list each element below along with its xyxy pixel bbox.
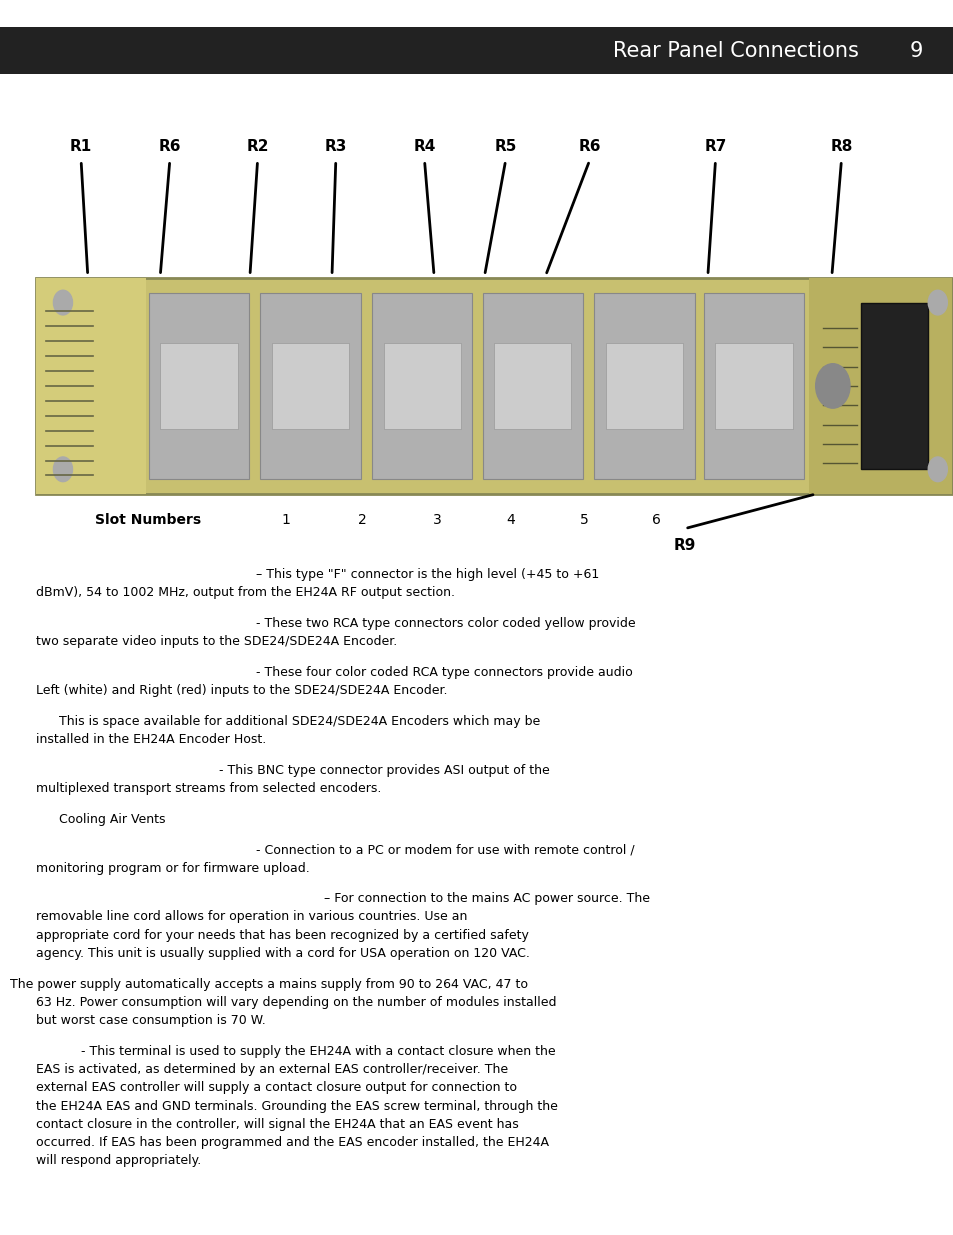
Bar xyxy=(149,293,249,479)
Text: will respond appropriately.: will respond appropriately. xyxy=(36,1155,201,1167)
Text: EAS is activated, as determined by an external EAS controller/receiver. The: EAS is activated, as determined by an ex… xyxy=(36,1063,508,1076)
Text: 5: 5 xyxy=(578,513,588,526)
Bar xyxy=(260,293,360,479)
Text: the EH24A EAS and GND terminals. Grounding the EAS screw terminal, through the: the EH24A EAS and GND terminals. Groundi… xyxy=(36,1099,558,1113)
Text: Left (white) and Right (red) inputs to the SDE24/SDE24A Encoder.: Left (white) and Right (red) inputs to t… xyxy=(36,684,447,698)
Bar xyxy=(36,278,146,494)
Text: - These four color coded RCA type connectors provide audio: - These four color coded RCA type connec… xyxy=(255,666,632,679)
Bar xyxy=(808,278,951,494)
Text: but worst case consumption is 70 W.: but worst case consumption is 70 W. xyxy=(36,1014,266,1028)
Text: 1: 1 xyxy=(281,513,291,526)
Bar xyxy=(703,293,803,479)
Text: - This terminal is used to supply the EH24A with a contact closure when the: - This terminal is used to supply the EH… xyxy=(81,1045,556,1058)
Text: R1: R1 xyxy=(70,140,92,154)
Bar xyxy=(383,343,460,430)
Text: Slot Numbers: Slot Numbers xyxy=(94,513,201,526)
Text: appropriate cord for your needs that has been recognized by a certified safety: appropriate cord for your needs that has… xyxy=(36,929,529,942)
Circle shape xyxy=(53,290,72,315)
Text: Cooling Air Vents: Cooling Air Vents xyxy=(59,813,166,826)
Text: R8: R8 xyxy=(829,140,852,154)
Circle shape xyxy=(927,290,946,315)
Text: 2: 2 xyxy=(357,513,367,526)
Text: R6: R6 xyxy=(578,140,600,154)
Bar xyxy=(861,303,927,469)
Bar xyxy=(482,293,582,479)
Bar xyxy=(594,293,694,479)
Bar xyxy=(160,343,237,430)
Text: 4: 4 xyxy=(505,513,515,526)
Text: 6: 6 xyxy=(651,513,660,526)
Text: – For connection to the mains AC power source. The: – For connection to the mains AC power s… xyxy=(324,892,650,905)
Text: agency. This unit is usually supplied with a cord for USA operation on 120 VAC.: agency. This unit is usually supplied wi… xyxy=(36,947,530,960)
Bar xyxy=(36,278,951,494)
Text: R5: R5 xyxy=(494,140,517,154)
Text: multiplexed transport streams from selected encoders.: multiplexed transport streams from selec… xyxy=(36,782,381,795)
Text: 9: 9 xyxy=(908,41,922,61)
Text: monitoring program or for firmware upload.: monitoring program or for firmware uploa… xyxy=(36,862,310,874)
Text: R4: R4 xyxy=(413,140,436,154)
Text: 3: 3 xyxy=(432,513,441,526)
Text: removable line cord allows for operation in various countries. Use an: removable line cord allows for operation… xyxy=(36,910,467,924)
Bar xyxy=(272,343,349,430)
Text: two separate video inputs to the SDE24/SDE24A Encoder.: two separate video inputs to the SDE24/S… xyxy=(36,635,397,648)
Text: contact closure in the controller, will signal the EH24A that an EAS event has: contact closure in the controller, will … xyxy=(36,1118,518,1131)
Text: The power supply automatically accepts a mains supply from 90 to 264 VAC, 47 to: The power supply automatically accepts a… xyxy=(10,978,527,990)
Text: dBmV), 54 to 1002 MHz, output from the EH24A RF output section.: dBmV), 54 to 1002 MHz, output from the E… xyxy=(36,587,455,599)
Text: occurred. If EAS has been programmed and the EAS encoder installed, the EH24A: occurred. If EAS has been programmed and… xyxy=(36,1136,549,1150)
Text: – This type "F" connector is the high level (+45 to +61: – This type "F" connector is the high le… xyxy=(255,568,598,582)
Text: - This BNC type connector provides ASI output of the: - This BNC type connector provides ASI o… xyxy=(219,763,550,777)
Circle shape xyxy=(927,457,946,482)
Text: installed in the EH24A Encoder Host.: installed in the EH24A Encoder Host. xyxy=(36,734,266,746)
Text: This is space available for additional SDE24/SDE24A Encoders which may be: This is space available for additional S… xyxy=(59,715,539,727)
Text: R7: R7 xyxy=(703,140,726,154)
Circle shape xyxy=(53,457,72,482)
Text: 63 Hz. Power consumption will vary depending on the number of modules installed: 63 Hz. Power consumption will vary depen… xyxy=(36,995,557,1009)
Bar xyxy=(605,343,682,430)
Text: R3: R3 xyxy=(324,140,347,154)
Bar xyxy=(494,343,571,430)
Bar xyxy=(372,293,472,479)
Text: R2: R2 xyxy=(246,140,269,154)
Text: - Connection to a PC or modem for use with remote control /: - Connection to a PC or modem for use wi… xyxy=(255,844,634,856)
Bar xyxy=(0,27,953,74)
Text: Rear Panel Connections: Rear Panel Connections xyxy=(612,41,858,61)
Text: R9: R9 xyxy=(673,538,696,553)
Bar xyxy=(715,343,792,430)
Circle shape xyxy=(815,363,849,408)
Text: - These two RCA type connectors color coded yellow provide: - These two RCA type connectors color co… xyxy=(255,618,635,630)
Text: external EAS controller will supply a contact closure output for connection to: external EAS controller will supply a co… xyxy=(36,1082,517,1094)
Text: R6: R6 xyxy=(158,140,181,154)
